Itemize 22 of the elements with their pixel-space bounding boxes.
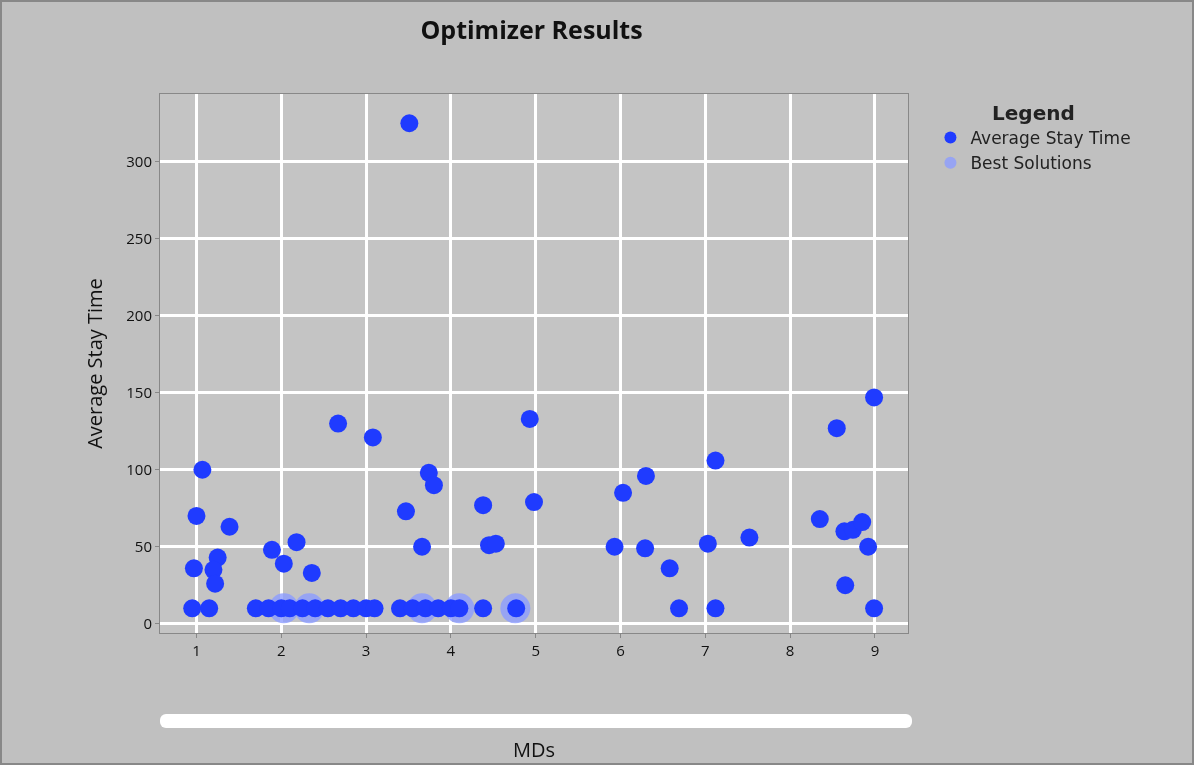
legend-title: Legend: [992, 101, 1075, 125]
legend-label: Average Stay Time: [970, 128, 1131, 149]
x-tick-label: 4: [446, 640, 456, 660]
x-tick-label: 9: [870, 640, 880, 660]
x-tick-label: 5: [531, 640, 540, 660]
x-tick-label: 8: [785, 640, 795, 660]
y-tick-label: 0: [143, 613, 152, 634]
x-tick-label: 7: [701, 640, 710, 660]
x-tick-label: 6: [616, 640, 625, 660]
y-tick-label: 150: [126, 382, 152, 403]
x-tick-label: 2: [276, 640, 286, 660]
y-tick-label: 250: [126, 228, 152, 249]
y-axis-title: Average Stay Time: [80, 278, 108, 449]
y-tick-label: 50: [134, 536, 152, 557]
y-tick-label: 200: [126, 305, 152, 326]
x-tick-label: 1: [192, 640, 201, 660]
chart-title: Optimizer Results: [420, 11, 643, 46]
legend-label: Best Solutions: [970, 153, 1092, 174]
x-axis-title: MDs: [512, 736, 556, 763]
y-tick-label: 300: [126, 151, 152, 172]
y-tick-label: 100: [126, 459, 152, 480]
x-tick-label: 3: [361, 640, 371, 660]
